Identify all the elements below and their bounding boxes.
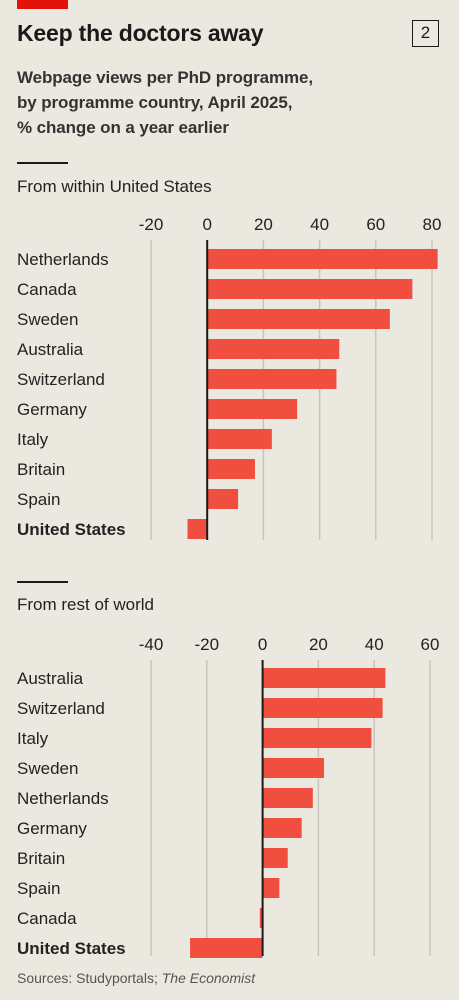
category-label: Switzerland — [17, 699, 105, 718]
bar — [207, 399, 298, 419]
bar — [262, 728, 372, 748]
bar — [207, 279, 413, 299]
bar — [190, 938, 263, 958]
chart-subtitle: Webpage views per PhD programme, by prog… — [17, 68, 313, 137]
tick-label: 40 — [310, 215, 329, 234]
chart-title: Keep the doctors away — [17, 20, 264, 46]
bar — [259, 908, 263, 928]
tick-label: 0 — [202, 215, 211, 234]
tick-label: -20 — [195, 635, 220, 654]
category-label: Canada — [17, 909, 77, 928]
panel-title-1: From within United States — [17, 177, 212, 196]
source-publication: The Economist — [161, 970, 256, 986]
category-label: Sweden — [17, 759, 78, 778]
category-label: Australia — [17, 669, 84, 688]
bar — [207, 309, 390, 329]
category-label: Canada — [17, 280, 77, 299]
category-label: United States — [17, 939, 126, 958]
bar — [262, 818, 302, 838]
panel-title-2: From rest of world — [17, 595, 154, 614]
bar — [187, 519, 208, 539]
bar — [207, 459, 255, 479]
bar — [262, 878, 280, 898]
category-label: Spain — [17, 879, 60, 898]
chart-rest-of-world: -40 -20 0 20 40 60 Australia Switzerland Italy Sw… — [17, 635, 440, 958]
category-label: United States — [17, 520, 126, 539]
category-label: Sweden — [17, 310, 78, 329]
panel-rule-1 — [17, 162, 68, 164]
category-label: Netherlands — [17, 789, 109, 808]
bar — [207, 429, 272, 449]
bar — [207, 339, 340, 359]
brand-red-bar — [17, 0, 68, 9]
bar — [262, 698, 383, 718]
category-label: Italy — [17, 430, 49, 449]
panel-rule-2 — [17, 581, 68, 583]
category-label: Germany — [17, 400, 87, 419]
tick-label: 80 — [423, 215, 442, 234]
tick-label: 40 — [365, 635, 384, 654]
bar — [262, 788, 313, 808]
chart-within-us: -20 0 20 40 60 80 Netherlands Canada Sweden Austr… — [17, 215, 442, 540]
bar — [262, 758, 324, 778]
category-label: Switzerland — [17, 370, 105, 389]
tick-label: -40 — [139, 635, 164, 654]
chart-number-badge: 2 — [412, 20, 439, 47]
category-label: Spain — [17, 490, 60, 509]
bar — [207, 249, 438, 269]
category-label: Germany — [17, 819, 87, 838]
category-label: Australia — [17, 340, 84, 359]
tick-label: 0 — [258, 635, 267, 654]
category-label: Britain — [17, 849, 65, 868]
tick-label: 60 — [421, 635, 440, 654]
tick-label: 20 — [309, 635, 328, 654]
category-label: Netherlands — [17, 250, 109, 269]
source-prefix: Sources: Studyportals; — [17, 970, 162, 986]
category-label: Italy — [17, 729, 49, 748]
source-note: Sources: Studyportals; The Economist — [17, 970, 255, 986]
category-label: Britain — [17, 460, 65, 479]
tick-label: 20 — [254, 215, 273, 234]
bar — [262, 668, 386, 688]
bar — [262, 848, 288, 868]
bar — [207, 369, 337, 389]
tick-label: 60 — [366, 215, 385, 234]
bar — [207, 489, 239, 509]
tick-label: -20 — [139, 215, 164, 234]
